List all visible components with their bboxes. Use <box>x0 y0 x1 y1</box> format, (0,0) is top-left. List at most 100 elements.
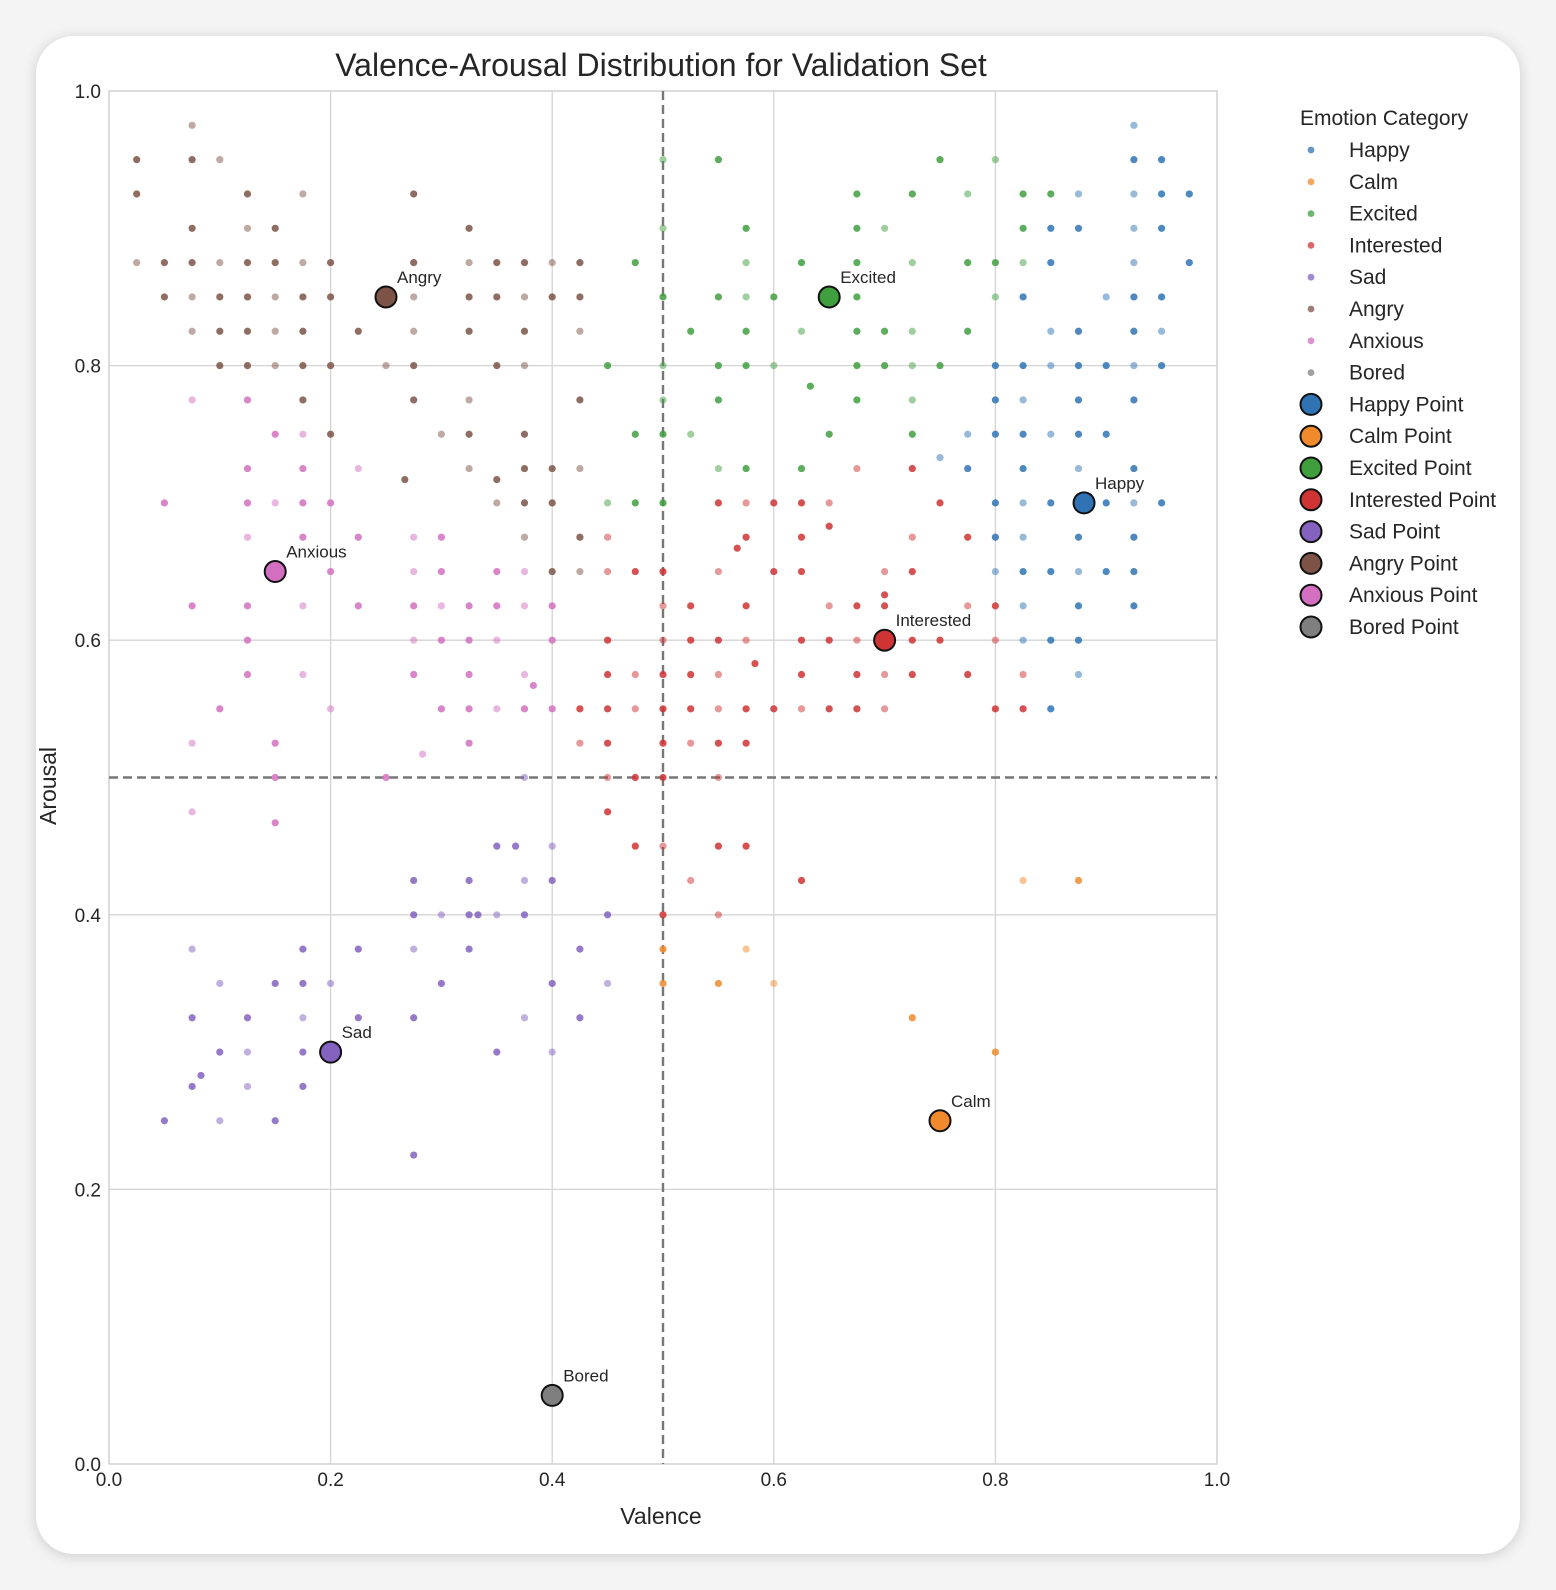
happy-annotation: Happy <box>1095 474 1145 493</box>
interested-point <box>881 670 889 679</box>
excited-point <box>631 259 639 267</box>
angry-point <box>520 499 529 507</box>
interested-point-legend-marker <box>1299 488 1323 512</box>
calm-annotation: Calm <box>951 1092 991 1111</box>
interested-point <box>797 636 806 644</box>
sad-point <box>216 979 224 988</box>
anxious-point <box>437 533 445 541</box>
happy-point-legend-label: Happy Point <box>1349 393 1464 416</box>
excited-point <box>742 224 750 232</box>
anxious-point <box>243 636 252 644</box>
interested-point <box>908 670 916 679</box>
sad-point <box>243 1082 252 1091</box>
angry-point <box>188 121 196 129</box>
interested-point <box>1019 670 1027 679</box>
excited-point <box>908 259 916 267</box>
sad-point <box>474 911 482 919</box>
angry-point <box>327 430 335 438</box>
excited-point <box>797 327 806 335</box>
angry-point <box>327 362 335 370</box>
excited-point <box>806 382 814 390</box>
angry-point <box>243 190 252 198</box>
excited-point <box>631 499 639 507</box>
interested-point <box>964 533 972 541</box>
interested-point <box>714 499 723 507</box>
calm-point <box>659 945 667 953</box>
calm-point <box>742 945 750 953</box>
anxious-point <box>520 602 529 610</box>
anxious-point <box>437 705 445 713</box>
angry-point <box>216 327 224 335</box>
interested-point <box>908 464 916 473</box>
angry-point <box>410 362 418 370</box>
happy-point <box>1074 533 1083 541</box>
y-tick-label: 0.8 <box>75 357 101 378</box>
y-tick-label: 1.0 <box>75 82 101 103</box>
happy-point <box>1019 636 1027 644</box>
happy-point <box>1158 190 1166 198</box>
anxious-point <box>465 705 473 713</box>
sad-point <box>243 1048 252 1056</box>
angry-point-legend-marker <box>1299 551 1323 575</box>
sad-point <box>548 842 556 850</box>
interested-point <box>714 911 723 919</box>
happy-point <box>1130 327 1138 335</box>
anxious-point <box>410 602 418 610</box>
interested-point <box>659 670 667 679</box>
calm-point <box>770 979 778 988</box>
anxious-point <box>299 533 307 541</box>
interested-point <box>825 522 833 530</box>
calm-point <box>991 1048 1000 1056</box>
happy-point <box>1047 327 1055 335</box>
excited-point <box>908 396 916 404</box>
angry-point <box>576 259 584 267</box>
angry-point <box>299 259 307 267</box>
happy-point-legend-marker <box>1299 392 1323 416</box>
sad-point <box>548 1048 556 1056</box>
angry-point <box>299 396 307 404</box>
interested-point <box>770 499 778 507</box>
sad-point <box>604 979 612 988</box>
excited-legend-marker <box>1307 210 1315 218</box>
interested-point <box>687 876 695 885</box>
happy-point <box>1074 396 1083 404</box>
anxious-point <box>465 739 473 747</box>
anxious-point <box>493 636 501 644</box>
angry-point <box>410 327 418 335</box>
anxious-point <box>188 396 196 404</box>
anxious-point <box>493 705 501 713</box>
happy-point <box>991 499 1000 507</box>
interested-point <box>733 544 741 552</box>
excited-point <box>1019 190 1027 198</box>
centroid-points: Happy Calm Excited Interested Sad Angry Anxiou… <box>263 268 1145 1407</box>
anxious-point <box>354 533 362 541</box>
anxious-annotation: Anxious <box>286 543 346 562</box>
happy-point <box>1019 533 1027 541</box>
anxious-point <box>243 464 252 473</box>
happy-point <box>1130 533 1138 541</box>
angry-point <box>465 224 473 232</box>
sad-legend-label: Sad <box>1349 266 1386 289</box>
interested-point <box>991 636 1000 644</box>
angry-point <box>576 327 584 335</box>
happy-point <box>1074 362 1083 370</box>
angry-point <box>188 327 196 335</box>
y-tick-label: 0.0 <box>75 1455 101 1476</box>
sad-point <box>354 1014 362 1022</box>
happy-point <box>936 453 944 462</box>
angry-point <box>576 293 584 301</box>
sad-point <box>299 1014 307 1022</box>
excited-point <box>604 499 612 507</box>
angry-point <box>465 293 473 301</box>
happy-point <box>1074 670 1083 679</box>
interested-point <box>687 636 695 644</box>
angry-point <box>133 259 141 267</box>
angry-point <box>216 156 224 164</box>
angry-point <box>271 293 279 301</box>
sad-point <box>576 1014 584 1022</box>
sad-point <box>410 1014 418 1022</box>
anxious-point <box>327 499 335 507</box>
angry-point <box>576 533 584 541</box>
happy-point <box>1019 430 1027 438</box>
angry-point <box>299 362 307 370</box>
